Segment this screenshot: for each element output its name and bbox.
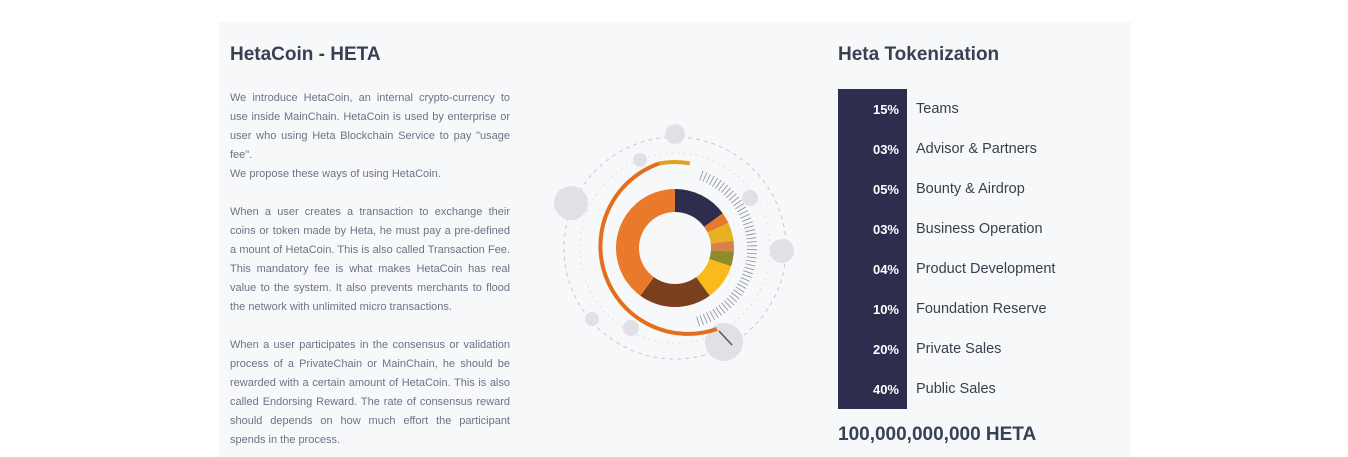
tick-mark	[744, 225, 754, 229]
tick-mark	[696, 316, 701, 327]
hetacoin-title: HetaCoin - HETA	[230, 44, 381, 65]
tick-mark	[718, 304, 726, 314]
token-label: Private Sales	[916, 341, 1002, 357]
token-label: Advisor & Partners	[916, 141, 1037, 157]
tick-mark	[745, 263, 756, 267]
token-row-foundation-reserve: 10% Foundation Reserve	[838, 289, 1055, 329]
tick-mark	[721, 302, 729, 311]
tick-mark	[743, 270, 753, 275]
intro-paragraph: We introduce HetaCoin, an internal crypt…	[230, 92, 510, 161]
token-row-public-sales: 40% Public Sales	[838, 369, 1055, 409]
tick-mark	[746, 256, 757, 259]
tick-mark	[746, 237, 757, 240]
tick-mark	[699, 170, 704, 181]
donut-slices	[616, 189, 734, 307]
token-percent: 05%	[838, 169, 907, 209]
tick-mark	[739, 280, 749, 286]
tick-mark	[731, 292, 740, 300]
token-percent: 10%	[838, 289, 907, 329]
donut-slice-product-development	[709, 250, 734, 267]
token-row-advisor-partners: 03% Advisor & Partners	[838, 129, 1055, 169]
endorsing-reward-paragraph: When a user participates in the consensu…	[230, 339, 510, 446]
tick-mark	[702, 172, 708, 182]
token-row-teams: 15% Teams	[838, 89, 1055, 129]
donut-slice-business-operation	[710, 240, 734, 252]
token-percent: 40%	[838, 369, 907, 409]
tick-mark	[723, 300, 732, 309]
chart-decoration	[554, 124, 794, 361]
tick-mark	[709, 175, 715, 185]
token-percent: 20%	[838, 329, 907, 369]
token-percent: 15%	[838, 89, 907, 129]
token-label: Public Sales	[916, 381, 996, 397]
tick-mark	[712, 309, 719, 318]
tick-mark	[723, 187, 732, 196]
tick-mark	[746, 241, 757, 243]
tick-mark	[745, 233, 756, 236]
token-label: Product Development	[916, 261, 1056, 277]
tick-mark	[738, 210, 749, 216]
donut-slice-public-sales	[616, 189, 675, 296]
tick-mark	[741, 217, 752, 222]
donut-slice-foundation-reserve	[696, 259, 732, 296]
token-distribution-donut-chart	[554, 124, 794, 361]
total-supply: 100,000,000,000 HETA	[838, 424, 1037, 445]
token-label: Business Operation	[916, 221, 1043, 237]
tick-mark	[741, 273, 752, 279]
tick-mark	[746, 252, 757, 255]
tick-mark	[715, 307, 722, 316]
tick-mark	[728, 193, 737, 201]
tick-mark	[735, 203, 745, 210]
donut-slice-bounty-airdrop	[707, 222, 734, 244]
transaction-fee-paragraph: When a user creates a transaction to exc…	[230, 206, 510, 313]
token-row-bounty-airdrop: 05% Bounty & Airdrop	[838, 169, 1055, 209]
token-percent: 03%	[838, 209, 907, 249]
tick-mark	[740, 213, 750, 219]
tick-mark	[733, 289, 743, 296]
token-row-business-operation: 03% Business Operation	[838, 209, 1055, 249]
tick-mark	[744, 266, 755, 271]
tokenization-title: Heta Tokenization	[838, 44, 1000, 65]
token-label: Teams	[916, 101, 959, 117]
tick-mark	[730, 196, 740, 204]
token-row-product-development: 04% Product Development	[838, 249, 1055, 289]
token-percent: 03%	[838, 129, 907, 169]
tick-mark	[737, 283, 747, 290]
token-row-private-sales: 20% Private Sales	[838, 329, 1055, 369]
tick-mark	[733, 199, 742, 207]
tick-mark	[705, 173, 711, 184]
donut-slice-private-sales	[640, 277, 710, 307]
tick-mark	[718, 182, 725, 191]
token-label: Foundation Reserve	[916, 301, 1047, 317]
tick-mark	[726, 297, 735, 306]
tick-mark	[715, 179, 722, 189]
tick-mark	[712, 177, 719, 187]
tokenization-table: 15% Teams 03% Advisor & Partners 05% Bou…	[838, 89, 1055, 409]
donut-slice-advisor-partners	[704, 213, 729, 233]
donut-slice-teams	[675, 189, 723, 227]
usage-intro-paragraph: We propose these ways of using HetaCoin.	[230, 168, 441, 180]
chart-tick-ring	[696, 170, 757, 327]
tick-mark	[702, 314, 708, 324]
tokenization-section: HetaCoin - HETA We introduce HetaCoin, a…	[219, 22, 1131, 457]
tick-mark	[737, 206, 747, 213]
tick-mark	[709, 310, 715, 320]
tick-mark	[699, 315, 704, 326]
tick-mark	[728, 295, 738, 303]
tick-mark	[745, 259, 756, 263]
tick-mark	[706, 312, 712, 322]
tick-mark	[720, 184, 728, 194]
tick-mark	[735, 286, 745, 293]
tick-mark	[740, 276, 751, 282]
token-percent: 04%	[838, 249, 907, 289]
token-label: Bounty & Airdrop	[916, 181, 1025, 197]
tick-mark	[743, 221, 753, 226]
tick-mark	[726, 190, 734, 198]
tick-mark	[745, 229, 755, 233]
